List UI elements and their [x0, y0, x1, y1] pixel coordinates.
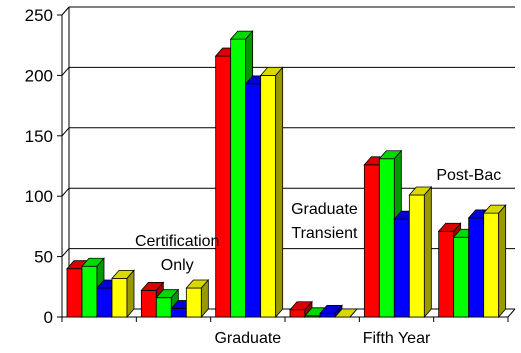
bar — [259, 66, 284, 319]
bar-group — [363, 149, 433, 319]
bar-front — [96, 287, 113, 318]
x-category-label: Post-Bac — [436, 167, 501, 184]
x-category-label: Graduate — [291, 201, 358, 218]
y-tick-label: 0 — [44, 308, 53, 327]
bar-front — [483, 212, 500, 318]
bar-front — [185, 287, 202, 318]
bar-group — [214, 30, 284, 319]
gridlines — [61, 6, 515, 257]
bar-front — [468, 217, 485, 318]
y-tick-label: 100 — [25, 187, 53, 206]
bar — [334, 308, 358, 318]
gridline-depth — [61, 67, 70, 76]
bar-front — [230, 38, 247, 318]
bar-front — [408, 194, 425, 318]
bar-front — [215, 55, 232, 318]
bar-front — [319, 312, 336, 318]
floor-right-edge — [507, 308, 516, 318]
bar-side — [423, 185, 432, 319]
bar-front — [453, 236, 470, 318]
y-tick-label: 200 — [25, 66, 53, 85]
bar — [111, 269, 135, 319]
bar-group — [437, 204, 507, 319]
gridline-depth — [61, 6, 70, 16]
bar — [319, 304, 343, 319]
bar-side — [200, 278, 209, 319]
bar-front — [111, 277, 128, 318]
bar-front — [66, 268, 83, 318]
gridline-depth — [61, 248, 70, 257]
bar — [185, 278, 210, 319]
bar-group — [289, 300, 358, 319]
bar-front — [260, 75, 277, 318]
bar-front — [81, 265, 98, 318]
bar — [482, 204, 507, 319]
x-category-label: Fifth Year — [363, 330, 431, 347]
bar-front — [170, 308, 187, 318]
bar-front — [289, 309, 306, 318]
y-tick-label: 50 — [34, 248, 53, 267]
y-tick-label: 250 — [25, 6, 53, 25]
bar-front — [155, 297, 172, 318]
bar-front — [140, 290, 157, 318]
bar-front — [393, 218, 410, 318]
gridline-depth — [61, 127, 70, 137]
bar-front — [363, 164, 380, 318]
bar-front — [245, 83, 262, 318]
y-tick-label: 150 — [25, 127, 53, 146]
bar-group — [140, 278, 210, 319]
bar-front — [438, 230, 455, 318]
bar — [408, 185, 433, 319]
x-category-label: Certification — [135, 233, 219, 250]
bar-group — [66, 257, 135, 319]
x-category-label: Transient — [291, 225, 358, 242]
bar-side — [349, 308, 358, 318]
x-category-label: Only — [161, 257, 194, 274]
x-category-label: Graduate — [214, 330, 281, 347]
bar-front — [378, 158, 395, 318]
bar-side — [126, 269, 135, 319]
bar-side — [275, 66, 284, 319]
gridline-depth — [61, 187, 70, 197]
bar-side — [498, 204, 507, 319]
